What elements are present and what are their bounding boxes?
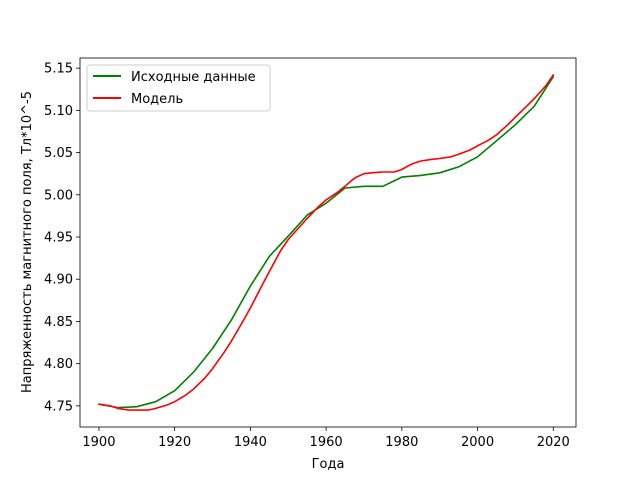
series-layer: [98, 74, 555, 411]
y-tick-label: 5.10: [44, 104, 73, 119]
y-axis: 4.75 4.80 4.85 4.90 4.95 5.00 5.05 5.10 5.15: [44, 62, 80, 414]
x-tick-label: 2020: [537, 435, 570, 450]
y-tick-label: 4.85: [44, 315, 73, 330]
x-axis: 1900 1920 1940 1960 1980 2000 2020: [82, 427, 570, 450]
legend-label-source-data: Исходные данные: [131, 70, 256, 85]
y-tick-label: 4.95: [44, 231, 73, 246]
legend-box: [86, 64, 271, 112]
x-tick-label: 1980: [385, 435, 418, 450]
plot-frame: [79, 57, 577, 428]
y-tick-label: 5.00: [44, 188, 73, 203]
y-tick-label: 4.90: [44, 273, 73, 288]
legend: Исходные данные Модель: [86, 64, 271, 112]
series-line-source-data: [98, 75, 555, 409]
x-tick-label: 2000: [461, 435, 494, 450]
y-tick-label: 4.75: [44, 399, 73, 414]
x-tick-label: 1920: [158, 435, 191, 450]
legend-label-model: Модель: [131, 92, 183, 107]
x-tick-label: 1960: [310, 435, 343, 450]
y-tick-label: 5.05: [44, 146, 73, 161]
series-line-model: [98, 74, 555, 411]
x-axis-label: Года: [312, 457, 345, 472]
x-tick-label: 1940: [234, 435, 267, 450]
y-axis-label: Напряженность магнитного поля, Тл*10^-5: [20, 91, 35, 393]
y-tick-label: 4.80: [44, 357, 73, 372]
y-tick-label: 5.15: [44, 62, 73, 77]
x-tick-label: 1900: [82, 435, 115, 450]
plot-area: [80, 58, 576, 427]
